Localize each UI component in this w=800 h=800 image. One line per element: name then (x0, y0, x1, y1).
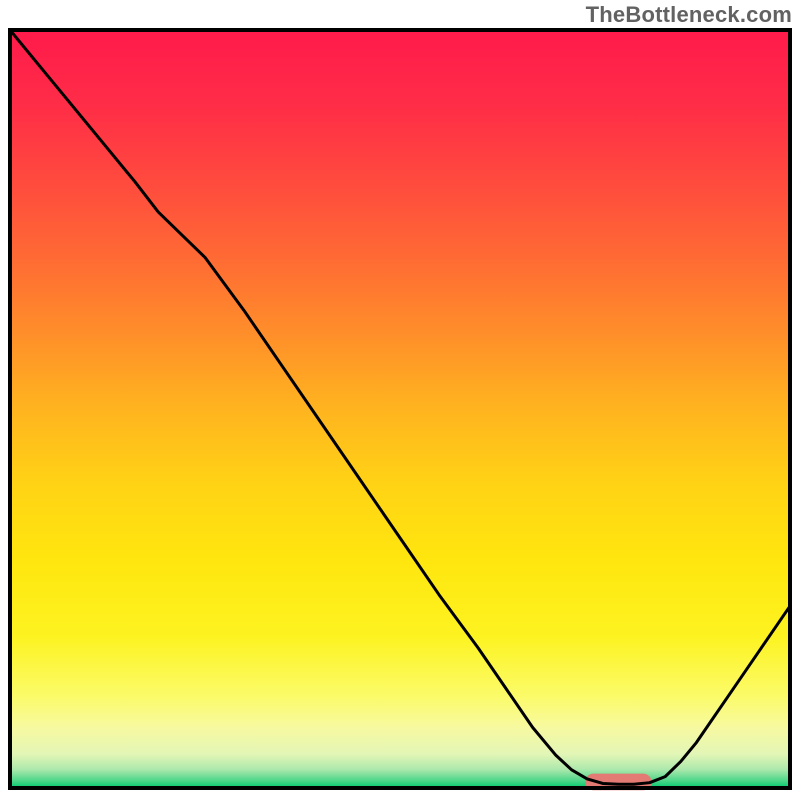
chart-container: TheBottleneck.com (0, 0, 800, 800)
bottleneck-chart (0, 0, 800, 800)
chart-background (10, 30, 790, 788)
